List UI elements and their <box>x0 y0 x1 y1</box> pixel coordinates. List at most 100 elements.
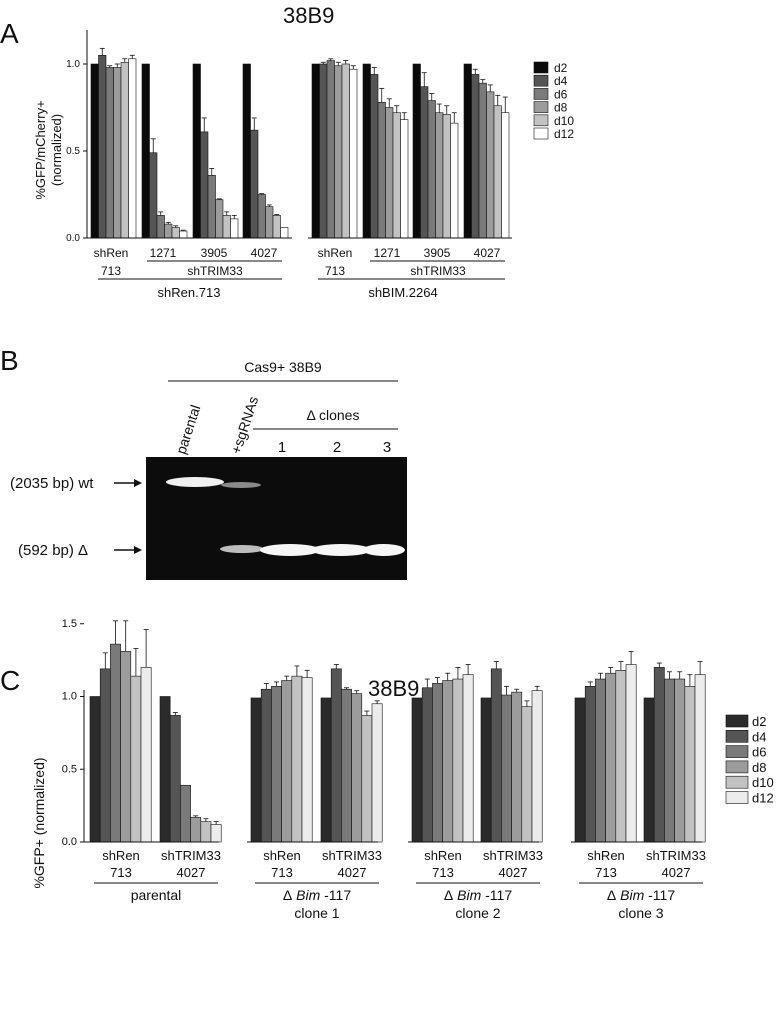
panel-a-group-labels: shRen 713 1271 3905 4027 shTRIM33 shRen.… <box>94 246 505 300</box>
band-label-wt: (2035 bp) wt <box>10 475 94 492</box>
bar-d6 <box>326 60 335 239</box>
c-label-upper: shRen <box>424 848 462 863</box>
bar-d12 <box>531 690 543 843</box>
bar-d4 <box>319 63 328 239</box>
gel-band-wt-parental <box>166 477 224 487</box>
bar-d4 <box>420 86 429 239</box>
legend-label-d6: d6 <box>554 87 568 101</box>
panel-a: A 38B9 %GFP/mCherry+ (normalized) 1.0 0.5… <box>0 3 574 300</box>
bar-d10 <box>222 215 231 239</box>
bar-d10 <box>341 63 350 239</box>
bar-d10 <box>684 686 696 843</box>
band-label-del: (592 bp) Δ <box>18 542 88 559</box>
bar-d12 <box>128 58 137 239</box>
bar-d4 <box>98 54 107 239</box>
gel-band-del-clone2 <box>311 544 371 556</box>
bar-d8 <box>215 199 224 239</box>
a-label-4027-2: 4027 <box>474 246 501 260</box>
bar-d12 <box>625 664 637 843</box>
legend-swatch-d4 <box>725 729 749 743</box>
a-label-shren-upper-2: shRen <box>318 246 353 260</box>
bar-d4 <box>330 668 342 843</box>
bar-d4 <box>260 688 272 843</box>
panel-c: C 38B9 %GFP+ (normalized) 1.5 1.0 0.5 0.0 s… <box>0 618 774 921</box>
c-label-lower: 713 <box>595 865 617 880</box>
lane-label-sgrnas: +sgRNAs <box>228 394 262 456</box>
a-label-shren-lower-1: 713 <box>101 264 121 278</box>
lane-label-parental: parental <box>173 403 204 456</box>
bar-d6 <box>105 67 114 239</box>
bar-d8 <box>435 112 444 239</box>
panel-c-ylabel: %GFP+ (normalized) <box>31 757 47 888</box>
c-label-lower: 4027 <box>499 865 528 880</box>
bar-d10 <box>291 675 303 843</box>
bar-d2 <box>411 697 423 843</box>
a-label-shtrim33-1: shTRIM33 <box>187 264 243 278</box>
legend-label-d8: d8 <box>554 101 568 115</box>
bar-d2 <box>463 63 472 239</box>
bar-d12 <box>462 674 474 843</box>
legend-label-d4: d4 <box>554 74 568 88</box>
bar-d6 <box>110 643 121 843</box>
bar-d10 <box>200 821 212 843</box>
panel-b-header: Cas9+ 38B9 <box>244 359 322 375</box>
bar-d4 <box>584 686 596 843</box>
panel-a-title: 38B9 <box>283 3 334 28</box>
a-cluster2-label: shBIM.2264 <box>368 285 437 300</box>
bar-d10 <box>272 215 281 239</box>
c-cluster-label-parental: parental <box>131 887 182 903</box>
bar-d8 <box>113 67 122 239</box>
bar-d8 <box>190 816 202 843</box>
bar-d2 <box>362 63 371 239</box>
clone-number-1: 1 <box>278 439 286 456</box>
y-tick-label: 1.5 <box>62 618 77 630</box>
clone-number-3: 3 <box>383 439 391 456</box>
bar-d8 <box>120 651 132 843</box>
c-cluster-clone: clone 1 <box>294 905 339 921</box>
legend-label-d6: d6 <box>752 745 766 760</box>
legend-label-d8: d8 <box>752 760 766 775</box>
a-label-1271-2: 1271 <box>374 246 401 260</box>
bar-d6 <box>271 686 282 843</box>
bar-d2 <box>141 63 150 239</box>
c-cluster-label-part: Bim <box>616 887 644 903</box>
y-tick-label: 0.0 <box>62 836 77 848</box>
bar-d6 <box>377 101 386 239</box>
bar-d4 <box>490 668 502 843</box>
clone-number-2: 2 <box>333 439 341 456</box>
y-tick-label: 1.0 <box>62 691 77 703</box>
c-cluster-label-part: -117 <box>644 887 675 903</box>
bar-d2 <box>574 697 586 843</box>
panel-c-group-labels: shRen 713 shTRIM33 4027 parental shRen 713 shTR… <box>94 848 706 921</box>
legend-label-d10: d10 <box>554 114 574 128</box>
gel-image <box>146 457 407 580</box>
c-label-lower: 4027 <box>177 865 206 880</box>
bar-d12 <box>349 68 358 239</box>
a-label-shren-upper-1: shRen <box>94 246 129 260</box>
y-tick-label: 0.5 <box>66 146 80 157</box>
legend-swatch-d10 <box>533 114 549 127</box>
bar-d8 <box>442 680 454 843</box>
panel-a-bars <box>87 47 512 239</box>
bar-d12 <box>179 230 188 239</box>
bar-d2 <box>242 63 251 239</box>
bar-d8 <box>486 91 495 239</box>
panel-c-bars <box>84 620 706 843</box>
bar-d10 <box>442 114 451 239</box>
bar-d6 <box>207 175 216 239</box>
c-label-upper: shRen <box>102 848 140 863</box>
c-label-lower: 713 <box>110 865 132 880</box>
bar-d12 <box>230 218 239 239</box>
panel-b-letter: B <box>0 345 19 376</box>
bar-d4 <box>421 687 433 843</box>
bar-d2 <box>412 63 421 239</box>
bar-d8 <box>265 206 274 239</box>
bar-d6 <box>427 100 436 239</box>
a-cluster1-label: shRen.713 <box>158 285 221 300</box>
bar-d10 <box>392 112 401 239</box>
legend-swatch-d2 <box>725 714 749 728</box>
bar-d2 <box>192 63 201 239</box>
c-label-lower: 4027 <box>662 865 691 880</box>
c-cluster-label-part: Δ <box>607 887 616 903</box>
